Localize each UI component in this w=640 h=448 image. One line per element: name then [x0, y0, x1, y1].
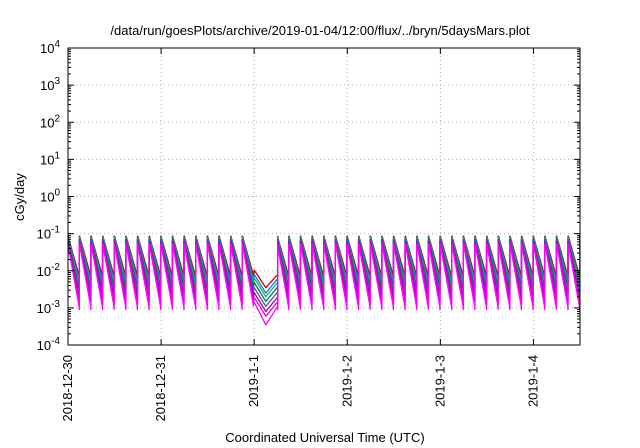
y-tick-label: 103	[40, 76, 60, 93]
y-tick-label: 10-1	[37, 225, 61, 242]
y-tick-label: 101	[40, 150, 60, 167]
x-axis-label: Coordinated Universal Time (UTC)	[225, 430, 424, 445]
x-tick-label: 2019-1-2	[339, 355, 354, 407]
series-line	[67, 244, 581, 326]
plot-area-frame	[67, 47, 581, 346]
y-tick-label: 100	[40, 188, 60, 205]
x-tick-label: 2018-12-30	[60, 355, 75, 422]
series-layer	[67, 235, 581, 326]
x-tick-label: 2019-1-3	[432, 355, 447, 407]
x-tick-label: 2019-1-4	[525, 355, 540, 407]
y-tick-label: 102	[40, 113, 60, 130]
x-tick-label: 2018-12-31	[153, 355, 168, 422]
y-tick-label: 104	[40, 39, 60, 56]
x-tick-label: 2019-1-1	[246, 355, 261, 407]
y-tick-label: 10-3	[37, 299, 61, 316]
y-tick-label: 10-2	[37, 262, 61, 279]
y-tick-label: 10-4	[37, 336, 61, 353]
y-axis-label: cGy/day	[12, 173, 27, 221]
chart-title: /data/run/goesPlots/archive/2019-01-04/1…	[110, 23, 530, 38]
axes: 10-4 10-3 10-2 10-1 100 101 102 103 104 2018-12-3…	[37, 39, 580, 422]
